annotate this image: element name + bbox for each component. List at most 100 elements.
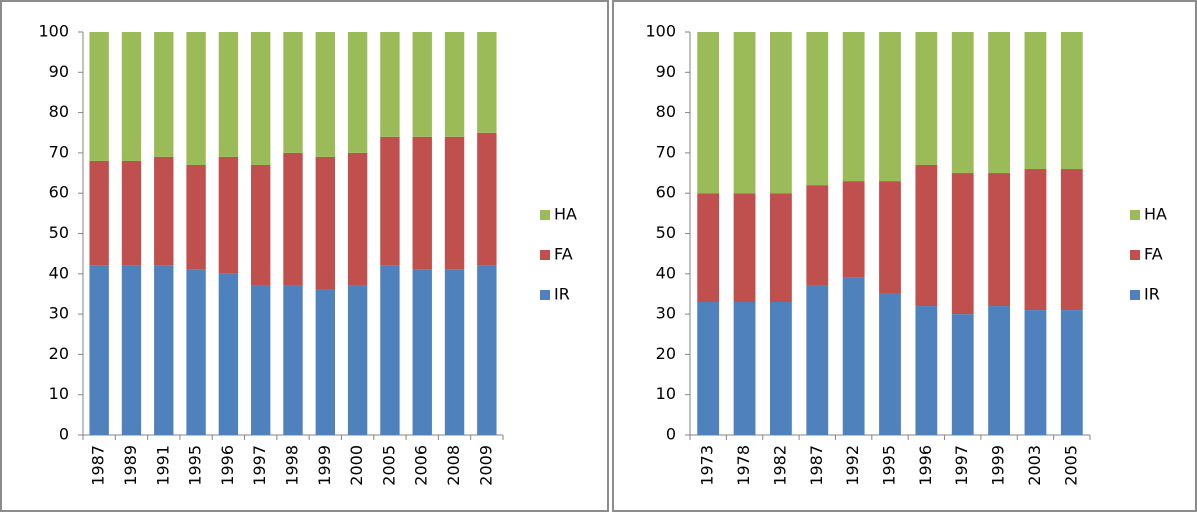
x-tick-label: 2005 bbox=[1061, 445, 1080, 486]
x-tick-label: 1996 bbox=[218, 445, 237, 486]
bar-segment bbox=[218, 156, 239, 274]
bar-segment bbox=[842, 32, 865, 182]
x-tick-label: 1973 bbox=[698, 445, 717, 486]
bar-segment bbox=[951, 173, 974, 315]
legend-swatch bbox=[540, 250, 550, 260]
bar-segment bbox=[251, 32, 271, 165]
y-tick-label: 70 bbox=[49, 142, 69, 161]
bar-segment bbox=[951, 314, 974, 435]
x-tick-label: 1989 bbox=[121, 445, 140, 486]
x-tick-label: 1999 bbox=[989, 445, 1008, 486]
legend-swatch bbox=[540, 290, 550, 300]
legend-swatch bbox=[1130, 250, 1140, 260]
legend-label: IR bbox=[554, 285, 570, 304]
y-tick-label: 30 bbox=[656, 304, 676, 323]
bar-segment bbox=[380, 32, 400, 137]
y-tick-label: 40 bbox=[656, 263, 676, 282]
bar-segment bbox=[1024, 169, 1047, 311]
legend-swatch bbox=[540, 210, 550, 220]
bar-segment bbox=[347, 32, 368, 153]
bar-segment bbox=[1060, 310, 1083, 435]
bar-segment bbox=[444, 136, 465, 270]
bar-segment bbox=[218, 273, 239, 435]
bar-segment bbox=[315, 32, 335, 157]
bar-segment bbox=[315, 156, 335, 290]
bar-segment bbox=[1060, 169, 1083, 311]
bar-segment bbox=[770, 32, 792, 194]
y-tick-label: 100 bbox=[38, 22, 69, 41]
legend-label: HA bbox=[1144, 205, 1167, 224]
y-tick-label: 30 bbox=[49, 304, 69, 323]
y-tick-label: 20 bbox=[49, 344, 69, 363]
x-tick-label: 2009 bbox=[476, 445, 495, 486]
bar-segment bbox=[154, 265, 174, 435]
bar-segment bbox=[915, 32, 938, 165]
x-tick-label: 1991 bbox=[153, 445, 172, 486]
bar-segment bbox=[988, 306, 1010, 435]
bar-segment bbox=[1060, 32, 1083, 170]
x-tick-label: 2005 bbox=[379, 445, 398, 486]
bar-segment bbox=[283, 32, 303, 153]
bar-segment bbox=[412, 32, 432, 137]
bar-segment bbox=[879, 293, 901, 435]
y-tick-label: 40 bbox=[49, 263, 69, 282]
y-tick-label: 70 bbox=[656, 142, 676, 161]
legend-label: HA bbox=[554, 205, 577, 224]
bar-segment bbox=[380, 136, 400, 266]
x-tick-label: 2000 bbox=[347, 445, 366, 486]
y-tick-label: 50 bbox=[49, 223, 69, 242]
bar-segment bbox=[915, 306, 938, 435]
bar-segment bbox=[218, 32, 239, 157]
bar-segment bbox=[121, 265, 142, 435]
bar-segment bbox=[806, 185, 829, 286]
legend-label: FA bbox=[554, 245, 573, 264]
bar-segment bbox=[89, 160, 109, 266]
bar-segment bbox=[733, 193, 756, 303]
bar-segment bbox=[988, 32, 1010, 174]
bar-segment bbox=[477, 132, 497, 266]
bar-segment bbox=[697, 32, 720, 194]
x-tick-label: 1978 bbox=[734, 445, 753, 486]
bar-segment bbox=[283, 285, 303, 435]
y-tick-label: 0 bbox=[59, 425, 69, 444]
bar-segment bbox=[697, 302, 720, 435]
bar-segment bbox=[733, 302, 756, 435]
bar-segment bbox=[988, 173, 1010, 307]
bar-segment bbox=[842, 181, 865, 278]
x-tick-label: 1987 bbox=[807, 445, 826, 486]
bar-segment bbox=[1024, 32, 1047, 170]
bar-segment bbox=[412, 136, 432, 270]
bar-segment bbox=[879, 32, 901, 182]
bar-segment bbox=[806, 32, 829, 186]
bar-segment bbox=[770, 302, 792, 435]
bar-segment bbox=[251, 285, 271, 435]
bar-segment bbox=[154, 156, 174, 266]
y-tick-label: 80 bbox=[656, 102, 676, 121]
bar-segment bbox=[89, 32, 109, 161]
bar-segment bbox=[89, 265, 109, 435]
bar-segment bbox=[444, 32, 465, 137]
bar-segment bbox=[770, 193, 792, 303]
bar-segment bbox=[1024, 310, 1047, 435]
x-tick-label: 1995 bbox=[880, 445, 899, 486]
y-tick-label: 10 bbox=[49, 384, 69, 403]
y-tick-label: 80 bbox=[49, 102, 69, 121]
x-tick-label: 1987 bbox=[89, 445, 108, 486]
x-tick-label: 1992 bbox=[843, 445, 862, 486]
legend-swatch bbox=[1130, 210, 1140, 220]
y-tick-label: 60 bbox=[656, 183, 676, 202]
y-tick-label: 0 bbox=[666, 425, 676, 444]
bar-segment bbox=[347, 285, 368, 435]
bar-segment bbox=[347, 152, 368, 286]
y-tick-label: 90 bbox=[49, 62, 69, 81]
bar-segment bbox=[477, 32, 497, 133]
bar-segment bbox=[842, 277, 865, 435]
legend-label: FA bbox=[1144, 245, 1163, 264]
y-tick-label: 100 bbox=[645, 22, 676, 41]
x-tick-label: 1998 bbox=[283, 445, 302, 486]
x-tick-label: 1999 bbox=[315, 445, 334, 486]
x-tick-label: 2008 bbox=[444, 445, 463, 486]
bar-segment bbox=[412, 269, 432, 435]
x-tick-label: 2006 bbox=[412, 445, 431, 486]
